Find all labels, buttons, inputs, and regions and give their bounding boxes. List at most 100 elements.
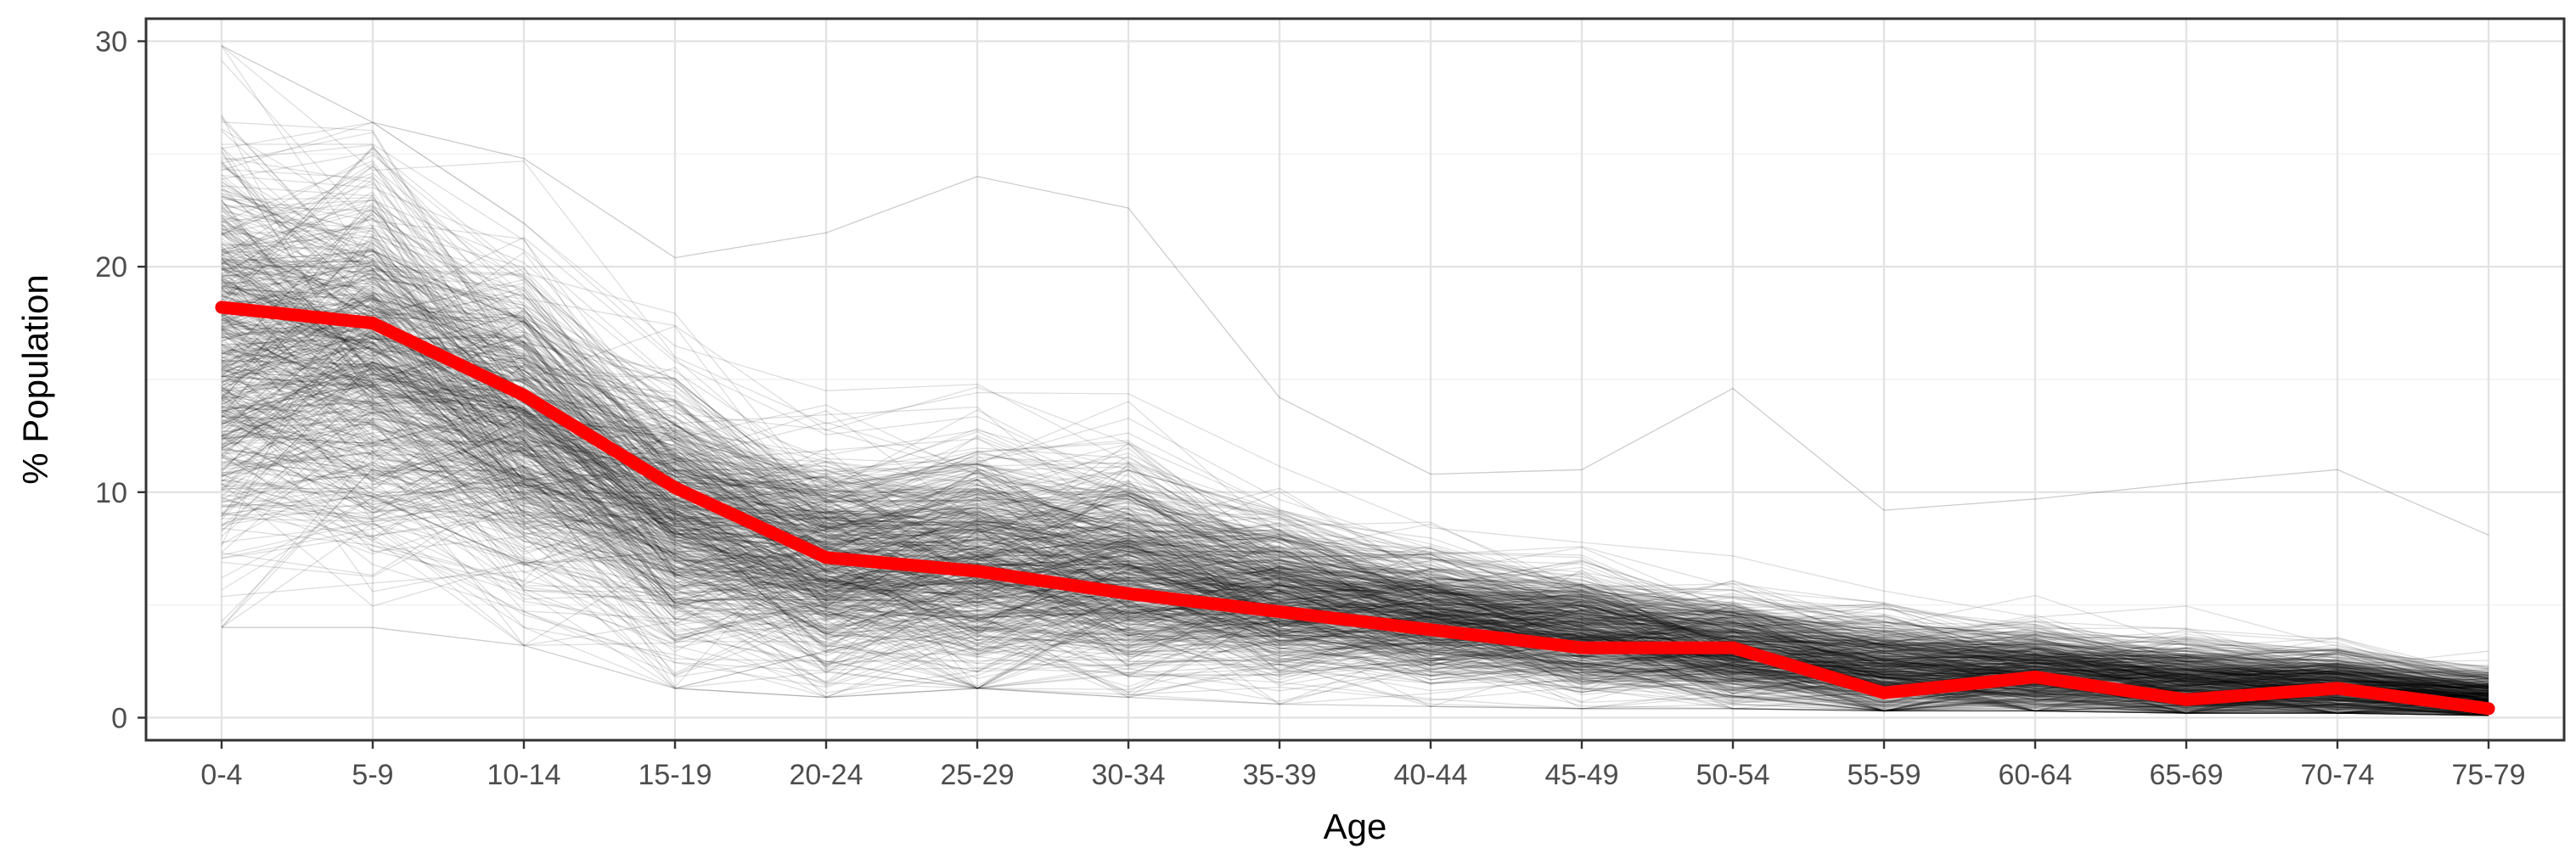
individual-line	[221, 309, 2489, 705]
individual-line	[221, 433, 2489, 716]
individual-line	[221, 147, 2489, 679]
individual-line	[221, 433, 2489, 704]
individual-line	[221, 351, 2489, 689]
individual-line	[221, 458, 2489, 716]
individual-line	[221, 351, 2489, 710]
individual-line	[221, 259, 2489, 699]
individual-line	[221, 215, 2489, 682]
individual-line	[221, 197, 2489, 685]
individual-line	[221, 421, 2489, 713]
individual-line	[221, 313, 2489, 700]
individual-line	[221, 250, 2489, 692]
individual-line	[221, 233, 2489, 702]
individual-line	[221, 409, 2489, 709]
individual-line	[221, 219, 2489, 703]
individual-line	[221, 220, 2489, 664]
individual-line	[221, 277, 2489, 696]
individual-line	[221, 316, 2489, 701]
individual-line	[221, 462, 2489, 716]
individual-line	[221, 250, 2489, 699]
individual-line	[221, 196, 2489, 687]
individual-line	[221, 257, 2489, 713]
individual-line	[221, 227, 2489, 699]
individual-line	[221, 407, 2489, 714]
individual-line	[221, 324, 2489, 694]
y-tick-label: 20	[95, 251, 127, 284]
individual-line	[221, 319, 2489, 714]
individual-line	[221, 400, 2489, 716]
individual-line	[222, 626, 2489, 716]
individual-line	[221, 294, 2489, 696]
individual-line	[221, 211, 2489, 684]
individual-line	[221, 486, 2489, 716]
individual-line	[221, 275, 2489, 716]
individual-line	[221, 317, 2489, 709]
individual-line	[221, 121, 2489, 670]
individual-line	[221, 45, 2489, 536]
individual-line	[221, 527, 2489, 716]
individual-line	[221, 222, 2489, 690]
x-tick-label: 10-14	[487, 759, 561, 791]
individual-line	[221, 523, 2489, 715]
individual-line	[221, 314, 2489, 685]
individual-line	[221, 343, 2489, 703]
individual-line	[221, 496, 2489, 705]
individual-line	[221, 424, 2489, 714]
individual-line	[221, 205, 2489, 674]
individual-line	[221, 368, 2489, 702]
individual-line	[221, 302, 2489, 698]
individual-line	[221, 207, 2489, 688]
individual-line	[221, 399, 2489, 716]
x-tick-label: 45-49	[1545, 759, 1619, 791]
individual-line	[221, 396, 2489, 705]
individual-line	[221, 235, 2489, 681]
individual-line	[221, 314, 2489, 701]
individual-line	[221, 296, 2489, 698]
individual-line	[221, 279, 2489, 700]
individual-line	[221, 321, 2489, 696]
individual-line	[221, 248, 2489, 683]
individual-line	[221, 243, 2489, 695]
individual-line	[221, 274, 2489, 697]
individual-line	[221, 346, 2489, 695]
individual-line	[221, 193, 2489, 700]
individual-line	[221, 259, 2489, 699]
individual-line	[221, 297, 2489, 701]
individual-line	[221, 342, 2489, 702]
y-axis-ticks: 0 10 20 30	[95, 26, 146, 734]
y-tick-label: 30	[95, 26, 127, 59]
mean-series-point	[1726, 641, 1740, 654]
individual-line	[221, 570, 2489, 716]
individual-line	[221, 164, 2489, 677]
individual-line	[221, 229, 2489, 705]
individual-line	[221, 279, 2489, 691]
mean-series-point	[1273, 605, 1286, 619]
individual-line	[221, 313, 2489, 679]
individual-line	[221, 255, 2489, 677]
individual-line	[221, 319, 2489, 701]
individual-line	[221, 224, 2489, 680]
individual-line	[221, 335, 2489, 711]
individual-line	[221, 257, 2489, 691]
individual-line	[221, 382, 2489, 716]
individual-line	[221, 375, 2489, 697]
individual-line	[221, 385, 2489, 716]
individual-line	[221, 251, 2489, 679]
individual-line	[221, 281, 2489, 693]
individual-line	[221, 147, 2489, 690]
individual-line	[221, 447, 2489, 707]
individual-line	[221, 307, 2489, 697]
individual-line	[221, 177, 2489, 694]
individual-line	[221, 444, 2489, 716]
individual-line	[221, 335, 2489, 688]
individual-line	[221, 262, 2489, 697]
individual-line	[221, 476, 2489, 714]
individual-line	[221, 419, 2489, 716]
individual-line	[221, 270, 2489, 690]
individual-line	[221, 468, 2489, 712]
individual-line	[221, 265, 2489, 700]
individual-line	[221, 205, 2489, 700]
individual-line	[221, 265, 2489, 709]
individual-line	[221, 287, 2489, 705]
individual-line	[221, 430, 2489, 714]
